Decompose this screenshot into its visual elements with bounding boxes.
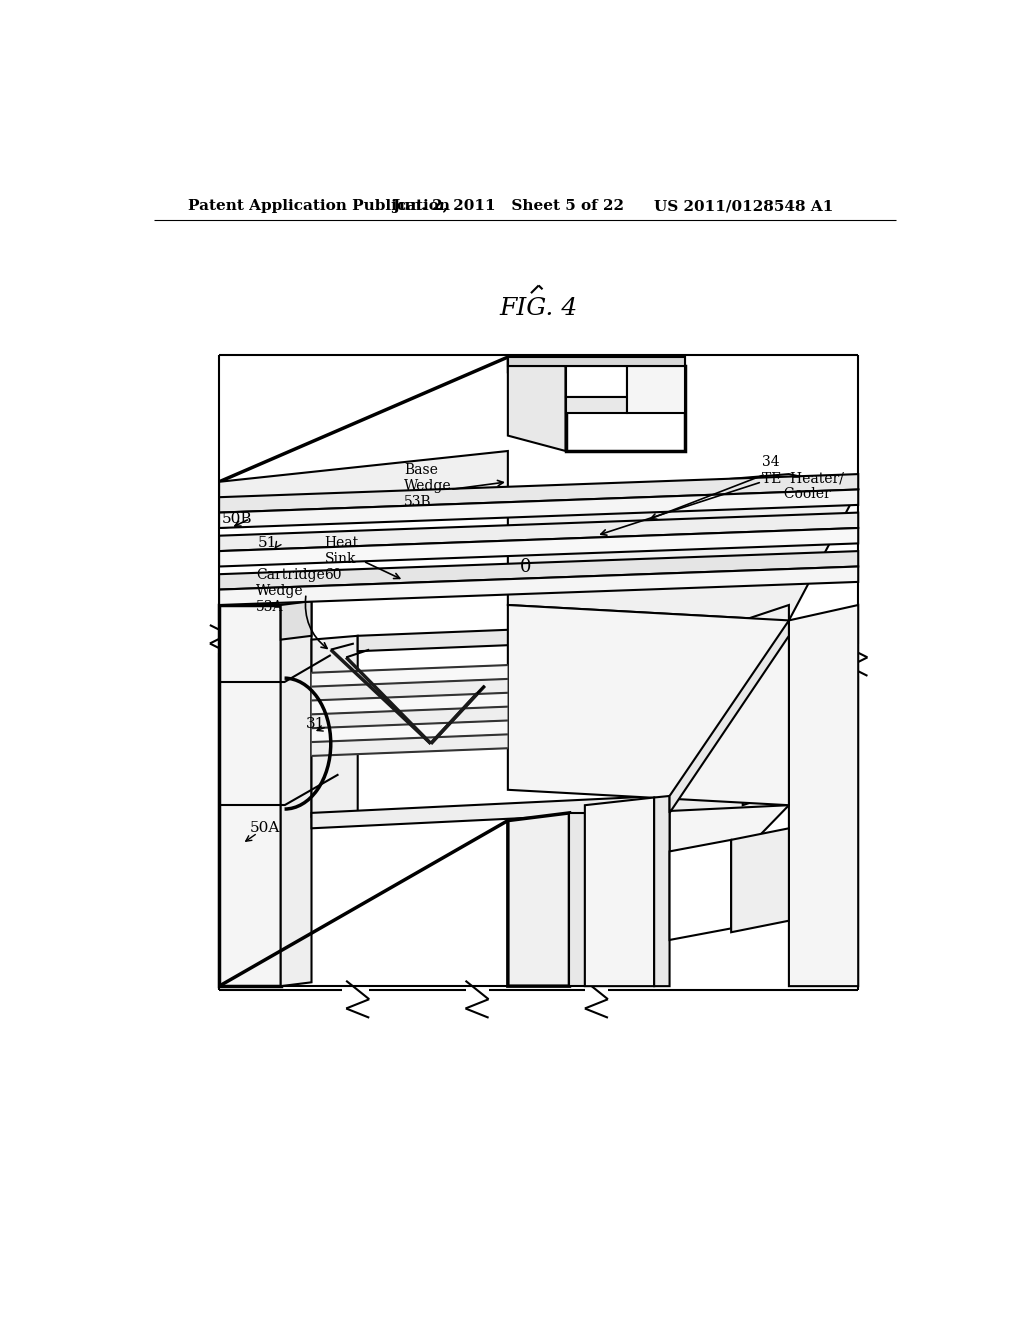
Polygon shape [508, 358, 565, 381]
Polygon shape [219, 474, 858, 512]
Text: Heat
Sink
60: Heat Sink 60 [325, 536, 358, 582]
Polygon shape [219, 566, 858, 605]
Polygon shape [311, 693, 508, 714]
Polygon shape [585, 797, 654, 986]
Polygon shape [219, 451, 508, 528]
Text: 0: 0 [519, 557, 530, 576]
Polygon shape [311, 789, 788, 829]
Polygon shape [731, 829, 788, 932]
Polygon shape [508, 474, 858, 620]
Polygon shape [219, 512, 858, 552]
Polygon shape [219, 605, 281, 986]
Polygon shape [508, 813, 569, 986]
Polygon shape [357, 620, 742, 651]
Polygon shape [311, 665, 508, 686]
Polygon shape [508, 358, 565, 451]
Polygon shape [565, 397, 628, 412]
Polygon shape [508, 358, 685, 367]
Polygon shape [670, 620, 788, 813]
Polygon shape [219, 528, 858, 566]
Polygon shape [508, 605, 788, 805]
Polygon shape [654, 796, 670, 986]
Polygon shape [565, 367, 628, 397]
Polygon shape [281, 601, 311, 640]
Text: Jun. 2, 2011   Sheet 5 of 22: Jun. 2, 2011 Sheet 5 of 22 [392, 199, 625, 213]
Polygon shape [670, 620, 788, 928]
Text: 50B: 50B [221, 512, 252, 525]
Polygon shape [670, 840, 731, 940]
Text: 31: 31 [306, 717, 326, 731]
Polygon shape [569, 813, 585, 986]
Polygon shape [788, 605, 858, 986]
Text: Base
Wedge
53B: Base Wedge 53B [403, 462, 452, 510]
Text: Cartridge
Wedge
53A: Cartridge Wedge 53A [256, 568, 325, 614]
Text: 50A: 50A [250, 821, 281, 836]
Text: 34
TE  Heater/
     Cooler: 34 TE Heater/ Cooler [762, 455, 844, 502]
Polygon shape [219, 490, 858, 528]
Text: Patent Application Publication: Patent Application Publication [188, 199, 451, 213]
Text: US 2011/0128548 A1: US 2011/0128548 A1 [654, 199, 834, 213]
Polygon shape [311, 678, 508, 701]
Polygon shape [628, 367, 685, 412]
Polygon shape [565, 367, 685, 451]
Polygon shape [311, 734, 508, 756]
Polygon shape [311, 706, 508, 729]
Text: 51: 51 [258, 536, 276, 550]
Polygon shape [311, 636, 357, 817]
Text: FIG. 4: FIG. 4 [500, 297, 578, 319]
Polygon shape [742, 605, 788, 805]
Polygon shape [281, 601, 311, 986]
Polygon shape [311, 721, 508, 742]
Polygon shape [508, 358, 685, 367]
Polygon shape [219, 552, 858, 590]
